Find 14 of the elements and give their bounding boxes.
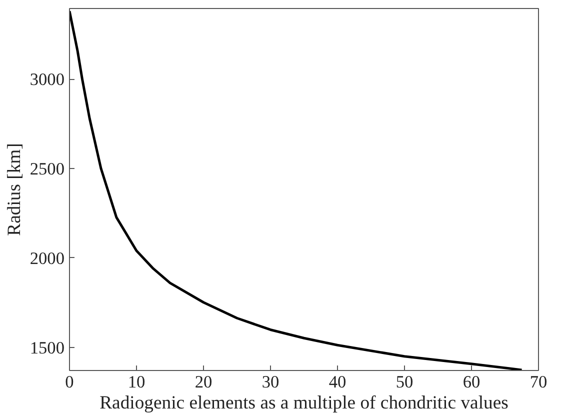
x-tick-label: 70: [530, 372, 548, 392]
y-axis-title: Radius [km]: [4, 143, 25, 236]
x-tick-label: 10: [128, 372, 146, 392]
x-tick-label: 20: [194, 372, 212, 392]
x-tick-label: 0: [65, 372, 74, 392]
x-tick-label: 60: [462, 372, 480, 392]
x-tick-label: 40: [328, 372, 346, 392]
x-tick-label: 30: [262, 372, 280, 392]
y-tick-label: 3000: [30, 70, 64, 90]
x-axis-title: Radiogenic elements as a multiple of chondritic values: [100, 392, 508, 414]
x-tick-label: 50: [396, 372, 414, 392]
y-tick-label: 2000: [30, 248, 64, 268]
y-tick-label: 1500: [30, 338, 64, 358]
y-tick-label: 2500: [30, 159, 64, 178]
